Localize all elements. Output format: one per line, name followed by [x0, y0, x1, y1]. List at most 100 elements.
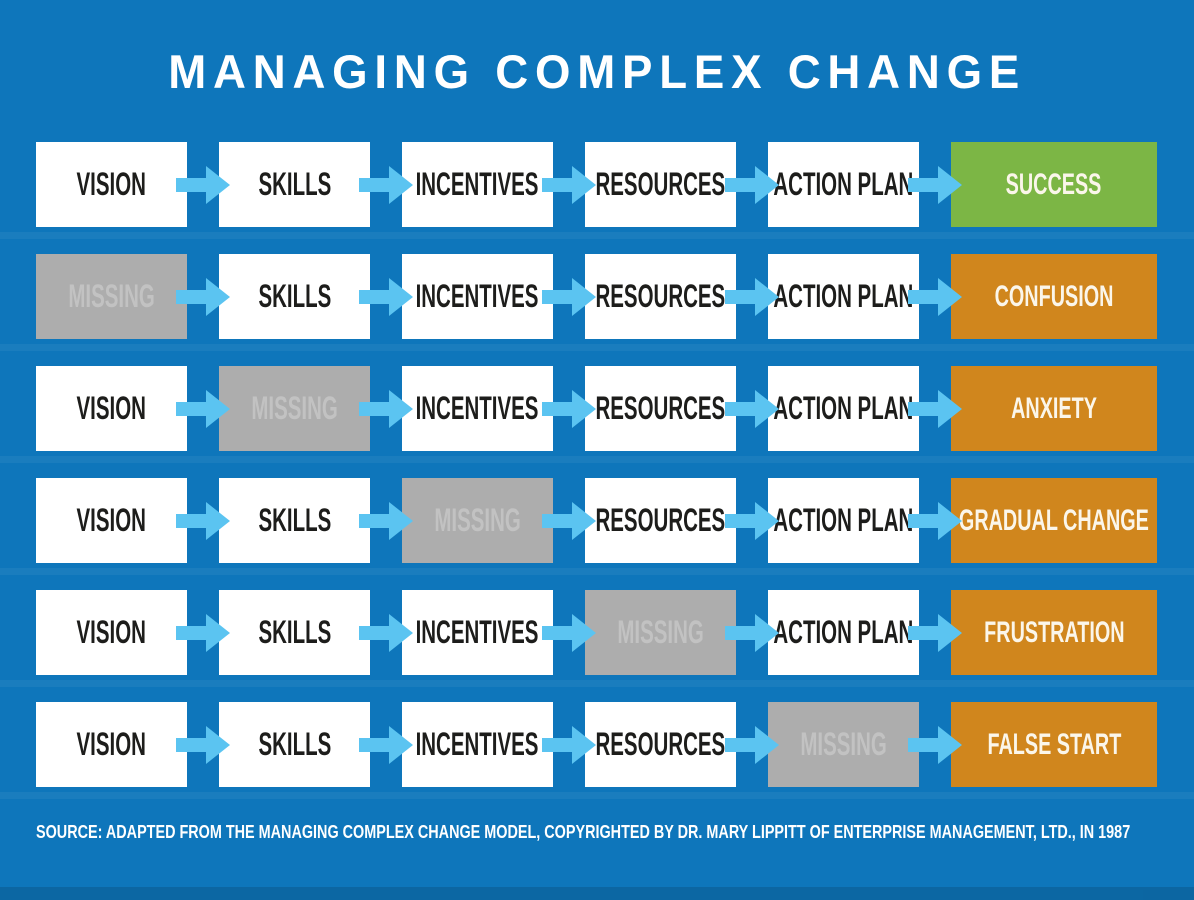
step-label: SKILLS — [258, 278, 331, 314]
result-box-frustration: FRUSTRATION — [951, 590, 1157, 675]
step-label: ACTION PLAN — [773, 614, 914, 650]
step-label: INCENTIVES — [416, 390, 539, 426]
arrow-right-icon — [908, 163, 962, 207]
result-box-gradual-change: GRADUAL CHANGE — [951, 478, 1157, 563]
step-label: VISION — [76, 614, 147, 650]
step-box-incentives: INCENTIVES — [402, 702, 553, 787]
result-box-anxiety: ANXIETY — [951, 366, 1157, 451]
step-label: RESOURCES — [595, 278, 726, 314]
step-label: VISION — [76, 726, 147, 762]
step-label: INCENTIVES — [416, 726, 539, 762]
arrow-right-icon — [725, 499, 779, 543]
step-box-incentives: INCENTIVES — [402, 590, 553, 675]
arrow-right-icon — [725, 163, 779, 207]
arrow-right-icon — [359, 163, 413, 207]
matrix-row: VISION SKILLS INCENTIVES RESOURCES MISSING FA… — [0, 702, 1194, 799]
arrow-right-icon — [542, 499, 596, 543]
step-label: ACTION PLAN — [773, 502, 914, 538]
arrow-right-icon — [359, 611, 413, 655]
step-label: MISSING — [68, 278, 155, 314]
step-box-resources: RESOURCES — [585, 142, 736, 227]
step-box-incentives: INCENTIVES — [402, 142, 553, 227]
step-box-action-plan: ACTION PLAN — [768, 254, 919, 339]
result-label: CONFUSION — [994, 279, 1114, 313]
arrow-right-icon — [908, 723, 962, 767]
step-box-action-plan: ACTION PLAN — [768, 366, 919, 451]
arrow-right-icon — [359, 723, 413, 767]
step-label: RESOURCES — [595, 166, 726, 202]
step-box-missing: MISSING — [219, 366, 370, 451]
step-box-action-plan: ACTION PLAN — [768, 142, 919, 227]
arrow-right-icon — [359, 499, 413, 543]
result-label: FALSE START — [987, 727, 1121, 761]
matrix-row: VISION SKILLS INCENTIVES MISSING ACTION PLAN… — [0, 590, 1194, 687]
matrix-row: MISSING SKILLS INCENTIVES RESOURCES ACTION P… — [0, 254, 1194, 351]
step-box-vision: VISION — [36, 366, 187, 451]
step-label: VISION — [76, 166, 147, 202]
step-label: INCENTIVES — [416, 278, 539, 314]
step-label: INCENTIVES — [416, 614, 539, 650]
step-box-missing: MISSING — [402, 478, 553, 563]
arrow-right-icon — [725, 723, 779, 767]
step-box-resources: RESOURCES — [585, 478, 736, 563]
arrow-right-icon — [176, 275, 230, 319]
step-label: ACTION PLAN — [773, 390, 914, 426]
arrow-right-icon — [176, 611, 230, 655]
result-label: SUCCESS — [1006, 167, 1102, 201]
result-box-success: SUCCESS — [951, 142, 1157, 227]
arrow-right-icon — [725, 611, 779, 655]
step-box-skills: SKILLS — [219, 142, 370, 227]
result-box-false-start: FALSE START — [951, 702, 1157, 787]
step-box-missing: MISSING — [585, 590, 736, 675]
arrow-right-icon — [908, 387, 962, 431]
step-label: ACTION PLAN — [773, 278, 914, 314]
step-label: MISSING — [800, 726, 887, 762]
arrow-right-icon — [359, 275, 413, 319]
arrow-right-icon — [542, 611, 596, 655]
arrow-right-icon — [725, 275, 779, 319]
arrow-right-icon — [542, 275, 596, 319]
result-label: GRADUAL CHANGE — [959, 503, 1149, 537]
step-box-incentives: INCENTIVES — [402, 366, 553, 451]
footer: SOURCE: ADAPTED FROM THE MANAGING COMPLE… — [36, 814, 1194, 843]
arrow-right-icon — [176, 499, 230, 543]
result-label: ANXIETY — [1011, 391, 1097, 425]
step-box-action-plan: ACTION PLAN — [768, 590, 919, 675]
step-box-skills: SKILLS — [219, 590, 370, 675]
result-label: FRUSTRATION — [983, 615, 1125, 649]
arrow-right-icon — [542, 387, 596, 431]
step-label: RESOURCES — [595, 726, 726, 762]
step-box-skills: SKILLS — [219, 478, 370, 563]
arrow-right-icon — [359, 387, 413, 431]
result-box-confusion: CONFUSION — [951, 254, 1157, 339]
step-box-missing: MISSING — [768, 702, 919, 787]
step-box-resources: RESOURCES — [585, 702, 736, 787]
step-label: RESOURCES — [595, 502, 726, 538]
step-label: SKILLS — [258, 166, 331, 202]
step-label: MISSING — [617, 614, 704, 650]
matrix-row: VISION SKILLS MISSING RESOURCES ACTION PLAN G… — [0, 478, 1194, 575]
step-box-vision: VISION — [36, 590, 187, 675]
arrow-right-icon — [542, 723, 596, 767]
matrix-row: VISION MISSING INCENTIVES RESOURCES ACTION P… — [0, 366, 1194, 463]
step-label: RESOURCES — [595, 390, 726, 426]
step-box-missing: MISSING — [36, 254, 187, 339]
step-label: VISION — [76, 390, 147, 426]
page-title: MANAGING COMPLEX CHANGE — [168, 44, 1026, 98]
step-label: MISSING — [251, 390, 338, 426]
step-label: SKILLS — [258, 614, 331, 650]
step-label: SKILLS — [258, 502, 331, 538]
step-label: VISION — [76, 502, 147, 538]
arrow-right-icon — [542, 163, 596, 207]
step-label: MISSING — [434, 502, 521, 538]
arrow-right-icon — [908, 611, 962, 655]
source-attribution: SOURCE: ADAPTED FROM THE MANAGING COMPLE… — [36, 822, 1131, 842]
change-matrix: VISION SKILLS INCENTIVES RESOURCES ACTION PL… — [0, 142, 1194, 799]
arrow-right-icon — [176, 387, 230, 431]
arrow-right-icon — [908, 275, 962, 319]
step-box-skills: SKILLS — [219, 254, 370, 339]
step-box-vision: VISION — [36, 142, 187, 227]
step-box-resources: RESOURCES — [585, 254, 736, 339]
step-box-vision: VISION — [36, 478, 187, 563]
arrow-right-icon — [176, 723, 230, 767]
